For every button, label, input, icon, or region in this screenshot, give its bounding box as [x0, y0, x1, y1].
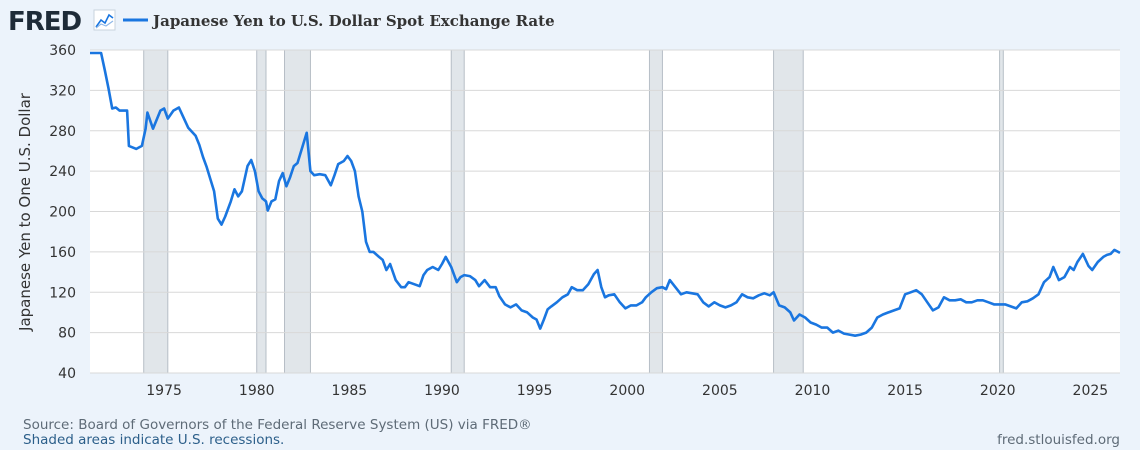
x-tick-label-2010: 2010	[795, 383, 831, 399]
y-tick-label-280: 280	[49, 124, 76, 140]
y-tick-label-160: 160	[49, 245, 76, 261]
series-line	[90, 51, 1121, 337]
x-tick-label-2025: 2025	[1073, 383, 1109, 399]
y-gridlines	[90, 49, 1120, 374]
y-tick-label-240: 240	[49, 164, 76, 180]
y-tick-labels: 40 80 120 160 200 240 280 320 360	[49, 43, 76, 382]
x-tick-label-2020: 2020	[980, 383, 1016, 399]
recession-note: Shaded areas indicate U.S. recessions.	[23, 432, 284, 448]
x-tick-label-1985: 1985	[332, 383, 368, 399]
y-axis-label: Japanese Yen to One U.S. Dollar	[16, 92, 34, 332]
y-tick-label-80: 80	[58, 326, 76, 342]
x-tick-label-1995: 1995	[517, 383, 553, 399]
y-tick-label-120: 120	[49, 285, 76, 301]
y-tick-label-360: 360	[49, 43, 76, 59]
x-tick-label-1975: 1975	[146, 383, 182, 399]
y-tick-label-200: 200	[49, 205, 76, 221]
source-note: Source: Board of Governors of the Federa…	[23, 417, 532, 433]
x-tick-label-1990: 1990	[424, 383, 460, 399]
x-tick-label-1980: 1980	[239, 383, 275, 399]
y-tick-label-320: 320	[49, 83, 76, 99]
trend-line-icon	[93, 9, 116, 31]
x-tick-label-2005: 2005	[702, 383, 738, 399]
x-tick-labels: 1975 1980 1985 1990 1995 2000 2005 2010 2015 2020…	[146, 383, 1108, 399]
x-tick-label-2000: 2000	[609, 383, 645, 399]
fred-logo[interactable]: FRED	[8, 7, 83, 37]
x-tick-label-2015: 2015	[887, 383, 923, 399]
chart-title: Japanese Yen to U.S. Dollar Spot Exchang…	[151, 12, 555, 30]
y-tick-label-40: 40	[58, 366, 76, 382]
header: FRED Japanese Yen to U.S. Dollar Spot Ex…	[8, 7, 555, 37]
site-link[interactable]: fred.stlouisfed.org	[997, 432, 1120, 448]
